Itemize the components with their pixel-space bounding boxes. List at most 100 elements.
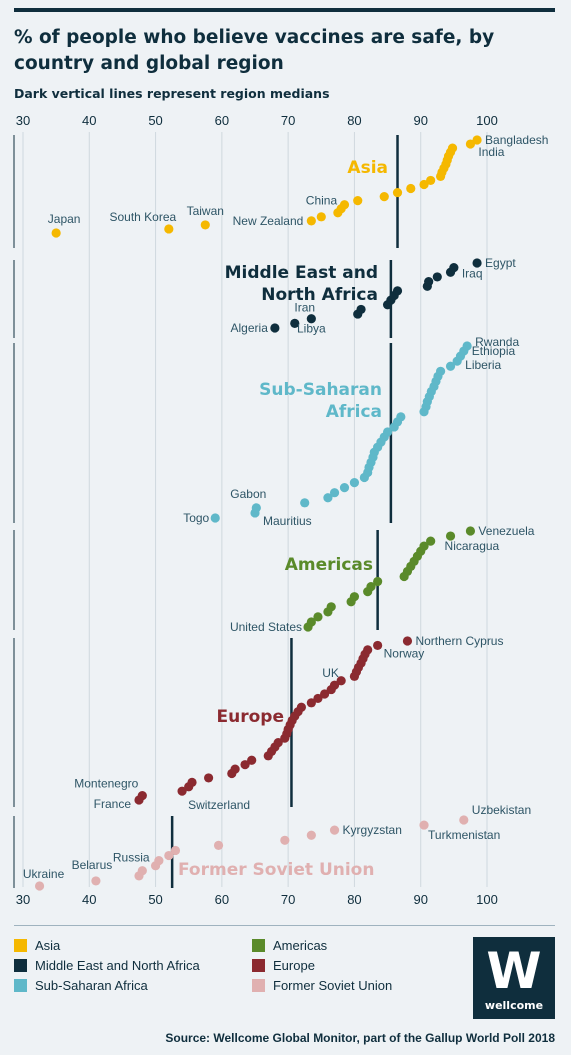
region-title: Middle East and North Africa [225, 263, 378, 305]
tick-label-bottom: 90 [413, 892, 427, 907]
data-point [247, 755, 257, 765]
country-label: Ukraine [23, 867, 65, 881]
data-point [363, 645, 373, 655]
data-point [187, 777, 197, 787]
top-rule [14, 8, 555, 12]
country-label: Bangladesh [485, 133, 548, 147]
data-point [459, 815, 469, 825]
data-point [373, 640, 383, 651]
country-label: Uzbekistan [472, 803, 531, 817]
country-label: Taiwan [187, 204, 224, 218]
data-point [329, 488, 340, 498]
chart-subtitle: Dark vertical lines represent region med… [14, 86, 330, 101]
legend-label-ssa: Sub-Saharan Africa [35, 978, 148, 993]
legend-label-fsu: Former Soviet Union [273, 978, 393, 993]
data-point [392, 286, 403, 296]
data-point [336, 676, 346, 686]
country-label: Northern Cyprus [415, 634, 503, 648]
tick-label-top: 60 [215, 113, 229, 128]
data-point [306, 698, 316, 708]
data-point [392, 187, 403, 198]
data-point [204, 773, 214, 783]
data-point [406, 183, 416, 194]
data-point [306, 830, 316, 840]
data-point [379, 192, 389, 202]
data-point [137, 790, 147, 801]
data-point [164, 850, 174, 861]
legend-item-asia: Asia [14, 938, 60, 953]
data-point [51, 228, 61, 238]
legend-item-fsu: Former Soviet Union [252, 978, 392, 993]
country-label: Libya [297, 322, 326, 336]
country-label: Algeria [231, 321, 269, 335]
data-point [339, 200, 350, 210]
data-point [447, 143, 458, 153]
tick-label-bottom: 60 [215, 892, 229, 907]
country-label: Japan [48, 212, 81, 226]
tick-label-top: 90 [413, 113, 427, 128]
data-point [445, 361, 456, 371]
data-point [306, 216, 316, 226]
legend-swatch-europe [252, 959, 265, 972]
legend-swatch-mena [14, 959, 27, 972]
country-label: Turkmenistan [428, 828, 500, 842]
region-title: Sub-Saharan Africa [259, 380, 382, 422]
legend-swatch-ssa [14, 979, 27, 992]
data-point [426, 175, 436, 186]
data-point [339, 483, 350, 493]
legend-label-europe: Europe [273, 958, 315, 973]
legend-item-europe: Europe [252, 958, 315, 973]
country-label: Switzerland [188, 798, 250, 812]
country-label: Rwanda [475, 335, 519, 349]
region-title: Europe [217, 707, 284, 727]
data-point [373, 576, 383, 587]
data-point [426, 536, 436, 546]
logo-text: wellcome [484, 999, 544, 1012]
data-point [419, 179, 429, 190]
data-point [436, 366, 446, 376]
country-label: Montenegro [74, 777, 138, 791]
data-point [353, 196, 363, 206]
region-title: Former Soviet Union [178, 860, 374, 880]
data-point [349, 477, 360, 488]
legend-swatch-fsu [252, 979, 265, 992]
country-label: Egypt [485, 256, 516, 270]
data-point [316, 212, 326, 222]
legend-divider [14, 925, 555, 926]
data-point [296, 702, 306, 712]
tick-label-top: 50 [148, 113, 162, 128]
country-label: Mauritius [263, 514, 312, 528]
country-label: Liberia [465, 358, 501, 372]
data-point [300, 498, 310, 508]
country-label: India [478, 145, 504, 159]
data-point [326, 602, 336, 612]
data-point [320, 689, 330, 699]
data-point [472, 258, 482, 268]
data-point [313, 693, 323, 704]
data-point [240, 760, 250, 770]
data-point [465, 139, 476, 149]
data-point [424, 276, 434, 287]
country-label: New Zealand [233, 214, 304, 228]
data-point [313, 612, 323, 622]
country-label: Kyrgyzstan [343, 823, 402, 837]
chart-title: % of people who believe vaccines are saf… [14, 27, 495, 74]
data-point [270, 323, 280, 333]
data-point [164, 224, 174, 234]
data-point [329, 680, 340, 690]
country-label: Togo [183, 511, 209, 525]
data-point [402, 636, 413, 646]
legend-label-asia: Asia [35, 938, 61, 953]
tick-label-top: 70 [281, 113, 295, 128]
data-point [366, 581, 376, 592]
data-point [280, 835, 290, 845]
tick-label-bottom: 100 [476, 892, 498, 907]
data-point [137, 866, 147, 876]
data-point [396, 412, 406, 422]
country-label: Belarus [72, 858, 113, 872]
legend-item-ssa: Sub-Saharan Africa [14, 978, 148, 993]
country-label: Russia [113, 851, 150, 865]
data-point [323, 493, 333, 503]
data-point [419, 541, 429, 551]
data-point [432, 272, 442, 282]
